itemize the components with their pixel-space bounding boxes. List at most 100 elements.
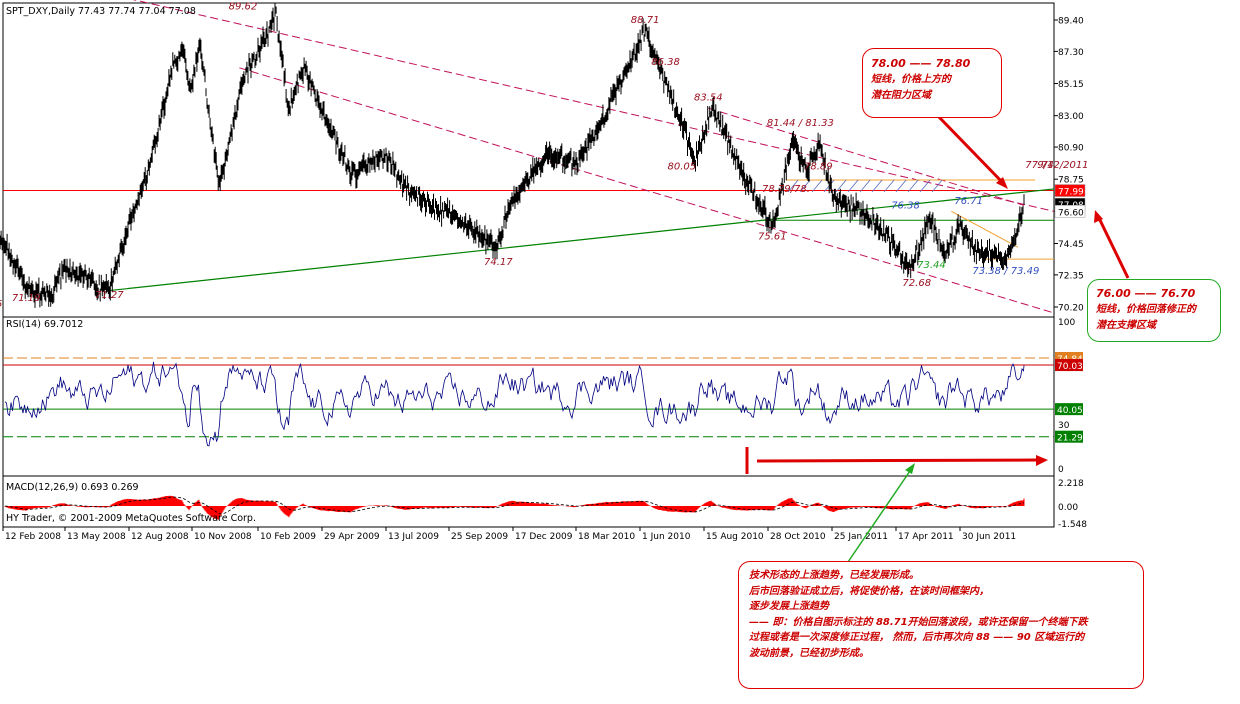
price-bars: [0, 3, 1025, 308]
price-annotation: 73.44: [917, 260, 946, 271]
time-axis-label: 15 Aug 2010: [706, 532, 764, 542]
price-annotation: 80.05: [667, 161, 696, 172]
callout-analysis-line: 后市回落验证成立后，将促使价格，在该时间框架内，: [749, 585, 989, 597]
price-annotation: 72.68: [902, 278, 931, 289]
hatch-mark: [787, 179, 799, 193]
rsi-level-tag: [1055, 403, 1083, 416]
rsi-axis-label: 30: [1058, 421, 1070, 431]
callout-resistance-zone: 78.00 —— 78.80 短线，价格上方的 潜在阻力区域: [862, 48, 1002, 118]
rsi-title: RSI(14) 69.7012: [6, 319, 83, 330]
price-tag-label: 76.60: [1058, 208, 1084, 218]
price-tag-box: [1054, 184, 1086, 197]
time-axis-label: 10 Nov 2008: [194, 532, 252, 542]
time-axis-label: 18 Mar 2010: [578, 532, 635, 542]
time-axis-label: 12 Aug 2008: [131, 532, 189, 542]
price-annotation: 75.61: [758, 232, 787, 243]
callout-resistance-line: 潜在阻力区域: [871, 89, 931, 101]
price-annotation: 89.62: [229, 2, 258, 13]
channel-lower-line: [239, 67, 1055, 314]
price-tag-box: [1054, 205, 1086, 218]
macd-axis-label: -1.548: [1058, 520, 1087, 530]
hatch-mark: [883, 179, 895, 193]
time-axis-label: 25 Sep 2009: [451, 532, 508, 542]
price-annotation: 77.74: [1025, 160, 1054, 171]
time-axis-label: 30 Jun 2011: [962, 532, 1016, 542]
macd-axis-label: 2.218: [1058, 479, 1084, 489]
callout-support-line: 潜在支撑区域: [1096, 319, 1156, 331]
time-axis-label: 25 Jan 2011: [834, 532, 888, 542]
callout-analysis-line: 技术形态的上涨趋势，已经发展形成。: [749, 570, 919, 581]
price-annotation: 73.38 / 73.49: [972, 266, 1039, 277]
price-axis-label: 74.45: [1058, 240, 1084, 250]
macd-title: MACD(12,26,9) 0.693 0.269: [6, 482, 139, 493]
callout-support-title: 76.00 —— 76.70: [1096, 287, 1196, 300]
time-axis-label: 29 Apr 2009: [324, 532, 380, 542]
rsi-level-tag: [1055, 430, 1083, 443]
hatch-mark: [859, 179, 871, 193]
price-axis-label: 83.00: [1058, 112, 1084, 122]
hatch-mark: [811, 179, 823, 193]
rsi-level-label: 21.29: [1057, 434, 1083, 444]
hatch-mark: [895, 179, 907, 193]
macd-signal-line: [5, 496, 1025, 515]
callout-resistance-line: 短线，价格上方的: [871, 74, 951, 86]
time-axis-label: 10 Feb 2009: [260, 532, 316, 542]
price-annotation: 9/12/2011: [1037, 160, 1088, 171]
price-annotation: 76.38: [891, 200, 920, 211]
callout-analysis-line: —— 即：价格自图示标注的 88.71开始回落波段，或许还保留一个终端下跌: [749, 616, 1088, 628]
copyright-text: HY Trader, © 2001-2009 MetaQuotes Softwa…: [6, 513, 256, 524]
time-axis-label: 17 Apr 2011: [898, 532, 954, 542]
wedge-line: [951, 210, 1019, 248]
price-annotation: 71.19: [12, 293, 41, 304]
main-chart-title: SPT_DXY,Daily 77.43 77.74 77.04 77.08: [6, 6, 196, 17]
time-axis-label: 12 Feb 2008: [5, 532, 61, 542]
price-axis-label: 78.75: [1058, 176, 1084, 186]
price-annotation: 83.54: [694, 93, 723, 104]
price-annotation: 76.71: [954, 196, 983, 207]
rsi-line: [4, 361, 1025, 447]
rising-trend-line: [109, 188, 1055, 292]
rsi-axis-label: 0: [1058, 465, 1064, 475]
price-axis-label: 87.30: [1058, 48, 1084, 58]
price-tag-label: 77.99: [1058, 188, 1084, 198]
hatch-mark: [847, 179, 859, 193]
price-annotation: 71.27: [95, 290, 124, 301]
rsi-axis-label: 100: [1058, 318, 1075, 328]
price-axis-label: 80.90: [1058, 144, 1084, 154]
hatch-mark: [835, 179, 847, 193]
time-axis-label: 13 May 2008: [67, 532, 126, 542]
rsi-level-label: 70.03: [1057, 362, 1083, 372]
macd-axis-label: 0.00: [1058, 503, 1078, 513]
channel-secondary-line: [708, 107, 1025, 206]
callout-analysis-line: 波动前景，已经初步形成。: [749, 647, 869, 659]
hatch-mark: [919, 179, 931, 193]
channel-upper-line: [132, 0, 1055, 212]
price-annotation: 86.38: [651, 57, 680, 68]
rsi-level-label: 40.05: [1057, 406, 1083, 416]
time-axis-label: 17 Dec 2009: [515, 532, 573, 542]
callout-support-zone: 76.00 —— 76.70 短线，价格回落修正的 潜在支撑区域: [1087, 279, 1221, 342]
price-annotation: 78.79/78.: [762, 184, 810, 195]
price-axis-label: 72.35: [1058, 271, 1084, 281]
price-annotation: 78.89: [804, 161, 833, 172]
hatch-mark: [871, 179, 883, 193]
callout-resistance-title: 78.00 —— 78.80: [871, 57, 971, 70]
rsi-level-tag: [1055, 359, 1083, 372]
hatch-mark: [931, 179, 943, 193]
time-axis-label: 1 Jun 2010: [642, 532, 691, 542]
price-annotation: 70.65: [0, 299, 2, 310]
callout-analysis-line: 过程或者是一次深度修正过程， 然而，后市再次向 88 —— 90 区域运行的: [749, 632, 1085, 643]
price-annotation: 74.17: [484, 257, 513, 268]
hatch-mark: [799, 179, 811, 193]
price-annotation: 81.44 / 81.33: [767, 118, 834, 129]
callout-trend-analysis: 技术形态的上涨趋势，已经发展形成。 后市回落验证成立后，将促使价格，在该时间框架…: [738, 561, 1144, 689]
callout-arrows: [745, 114, 1130, 563]
hatch-mark: [907, 179, 919, 193]
price-axis-label: 89.40: [1058, 17, 1084, 27]
time-axis-label: 28 Oct 2010: [770, 532, 826, 542]
price-annotation: 88.71: [631, 15, 660, 26]
time-axis-label: 13 Jul 2009: [388, 532, 439, 542]
callout-support-line: 短线，价格回落修正的: [1096, 304, 1196, 316]
callout-analysis-line: 逐步发展上涨趋势: [749, 601, 829, 612]
